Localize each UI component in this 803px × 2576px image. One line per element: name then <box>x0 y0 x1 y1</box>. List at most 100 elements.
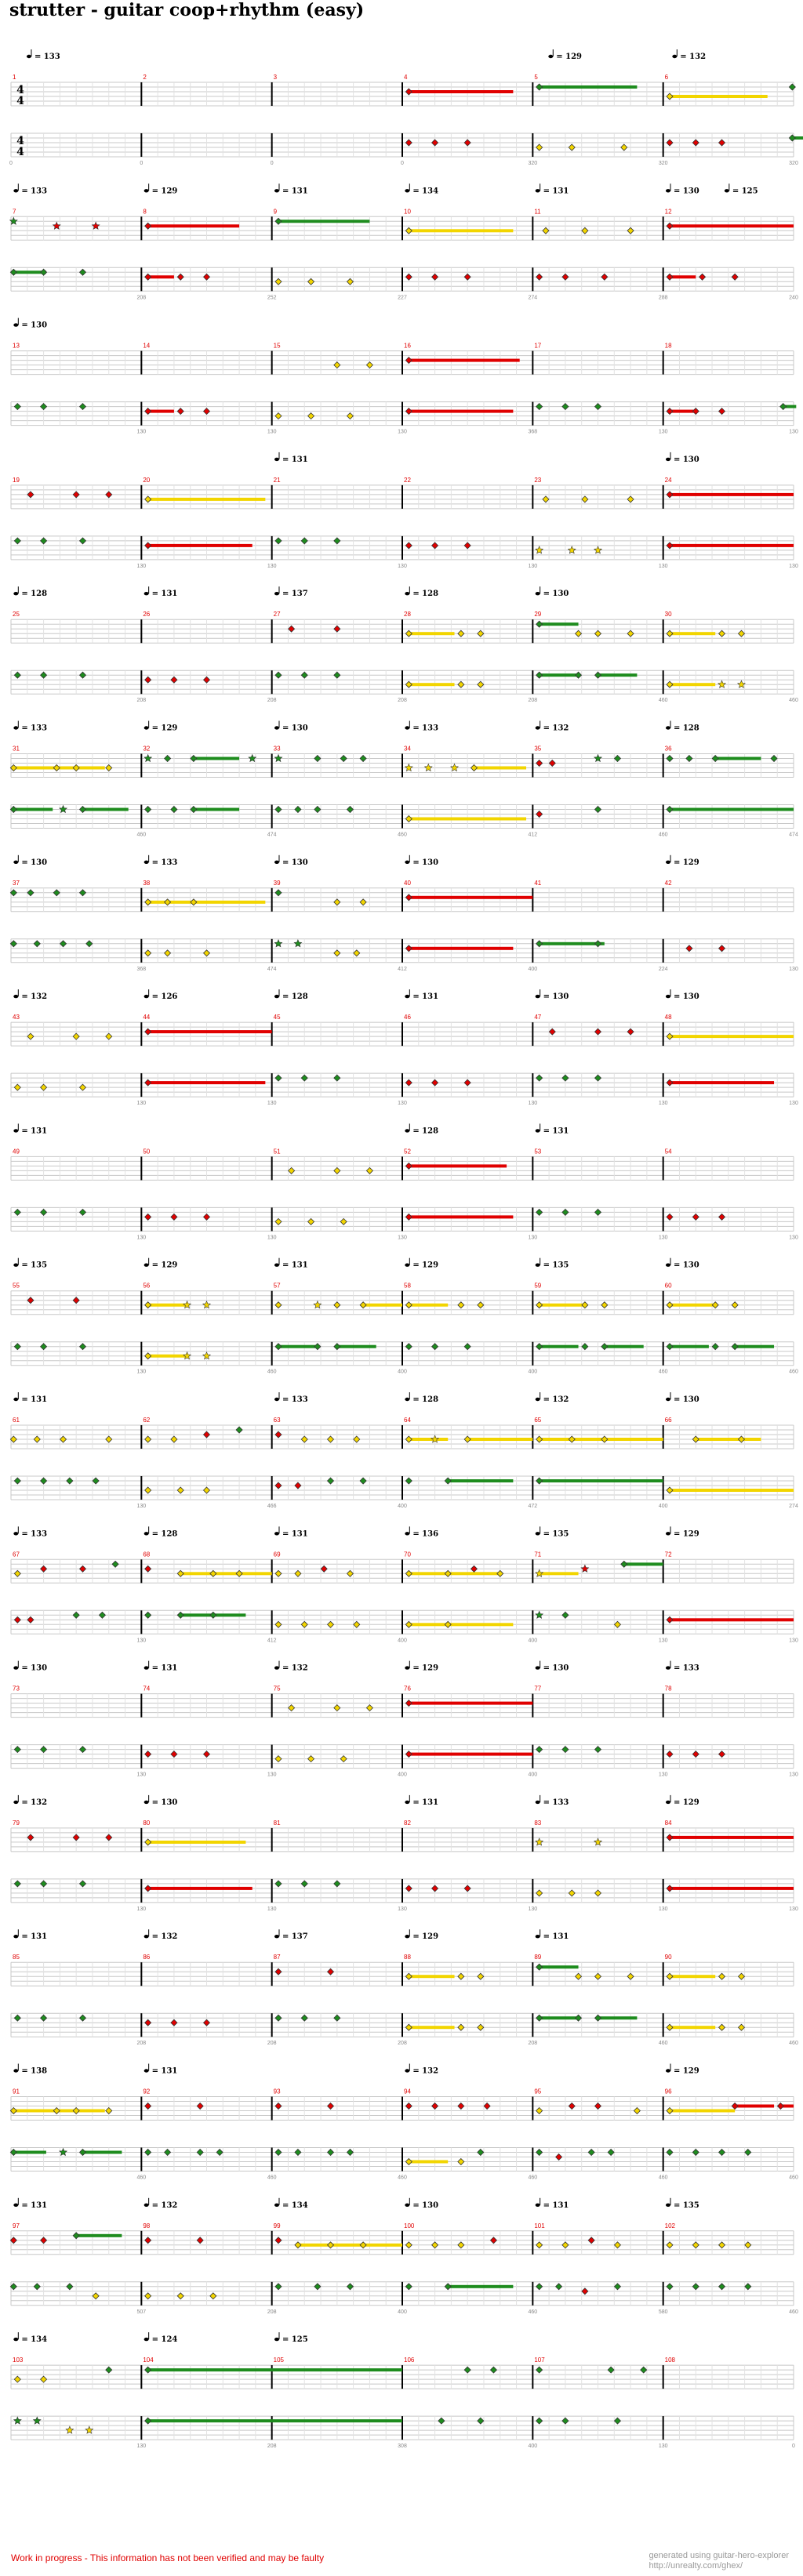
note-lead <box>444 1569 452 1577</box>
note-rhythm <box>202 1213 211 1221</box>
measure-number: 88 <box>404 1954 411 1961</box>
star-note-rhythm <box>593 546 603 554</box>
sustain-Y <box>467 1438 533 1441</box>
score-number: 130 <box>528 1235 537 1240</box>
tempo-label: = 128 <box>21 590 47 598</box>
note-lead <box>640 2366 648 2374</box>
measure-number: 94 <box>404 2088 411 2095</box>
note-lead <box>405 1972 412 1980</box>
score-number: 130 <box>267 1772 277 1778</box>
sustain-G <box>539 1965 579 1969</box>
note-rhythm <box>536 1889 543 1897</box>
note-rhythm <box>444 2283 452 2291</box>
score-number: 320 <box>789 161 798 166</box>
page-title: strutter - guitar coop+rhythm (easy) <box>9 0 365 20</box>
sustain-Y <box>409 632 455 636</box>
score-number: 130 <box>136 1370 146 1375</box>
note-lead <box>196 2237 204 2244</box>
note-rhythm <box>731 273 739 281</box>
note-lead <box>144 2102 152 2110</box>
note-lead <box>105 1834 113 1841</box>
score-number: 130 <box>789 1638 798 1643</box>
star-note-rhythm <box>718 680 727 688</box>
note-lead <box>561 2241 569 2249</box>
score-number: 474 <box>267 967 277 972</box>
note-rhythm <box>718 945 726 952</box>
tempo-note-icon <box>405 1263 410 1267</box>
note-lead <box>548 759 556 767</box>
sustain-Y <box>669 95 768 98</box>
tempo-label: = 133 <box>21 1529 47 1538</box>
note-rhythm <box>294 2148 302 2157</box>
note-rhythm <box>333 537 341 545</box>
note-rhythm <box>405 139 412 147</box>
note-lead <box>365 361 373 369</box>
tempo-label: = 135 <box>674 2201 699 2210</box>
note-rhythm <box>405 542 412 550</box>
sustain-G <box>82 807 129 811</box>
score-number: 460 <box>267 2175 277 2181</box>
note-lead <box>737 1435 746 1443</box>
score-number: 130 <box>659 1235 668 1240</box>
note-lead <box>405 357 412 365</box>
footer-credit-line2[interactable]: http://unrealty.com/ghex/ <box>649 2561 743 2571</box>
note-rhythm <box>601 1343 609 1351</box>
note-rhythm <box>431 1885 439 1892</box>
note-rhythm <box>718 408 726 415</box>
score-number: 460 <box>659 2175 668 2181</box>
tempo-label: = 128 <box>674 724 699 733</box>
note-rhythm <box>144 676 152 684</box>
tempo-label: = 132 <box>412 2067 438 2076</box>
score-number: 130 <box>267 564 277 569</box>
score-number: 224 <box>659 967 668 972</box>
tempo-label: = 129 <box>152 724 178 733</box>
note-rhythm <box>666 139 674 147</box>
tempo-note-icon <box>535 189 540 193</box>
note-rhythm <box>13 1343 21 1351</box>
score-number: 130 <box>528 1907 537 1912</box>
note-rhythm <box>477 2023 485 2031</box>
note-rhythm <box>202 2019 211 2026</box>
note-rhythm <box>536 940 543 948</box>
note-rhythm <box>9 805 17 814</box>
note-rhythm <box>326 2148 335 2157</box>
note-rhythm <box>536 810 543 818</box>
tempo-label: = 131 <box>543 1127 569 1135</box>
note-rhythm <box>463 1885 471 1892</box>
note-lead <box>9 2106 17 2115</box>
note-lead <box>9 764 17 772</box>
score-number: 412 <box>398 967 407 972</box>
score-number: 460 <box>789 2175 798 2181</box>
note-lead <box>40 2237 48 2244</box>
tempo-label: = 138 <box>21 2067 47 2076</box>
tempo-label: = 125 <box>732 187 758 195</box>
tempo-note-icon <box>144 1263 149 1267</box>
note-rhythm <box>326 1620 335 1628</box>
note-lead <box>666 754 674 763</box>
note-lead <box>627 495 634 503</box>
sustain-G <box>448 1479 514 1482</box>
sustain-R <box>669 1081 775 1085</box>
note-rhythm <box>594 671 602 679</box>
note-rhythm <box>477 2148 485 2157</box>
note-rhythm <box>594 805 602 814</box>
sustain-Y <box>147 1303 187 1307</box>
note-rhythm <box>568 143 576 151</box>
sustain-Y <box>409 1303 449 1307</box>
note-rhythm <box>346 2148 354 2157</box>
tempo-label: = 130 <box>674 455 699 464</box>
note-lead <box>536 2366 543 2374</box>
score-number: 472 <box>528 1504 537 1509</box>
note-rhythm <box>405 1079 412 1087</box>
note-rhythm <box>40 671 48 679</box>
score-number: 474 <box>267 833 277 838</box>
note-lead <box>59 1435 67 1443</box>
score-number: 507 <box>136 2309 146 2315</box>
score-number: 460 <box>789 2309 798 2315</box>
note-lead <box>333 361 341 369</box>
tempo-label: = 131 <box>282 1261 308 1270</box>
measure-number: 45 <box>274 1014 281 1021</box>
sustain-Y <box>539 1572 579 1576</box>
note-rhythm <box>405 1885 412 1892</box>
note-rhythm <box>13 1083 21 1091</box>
